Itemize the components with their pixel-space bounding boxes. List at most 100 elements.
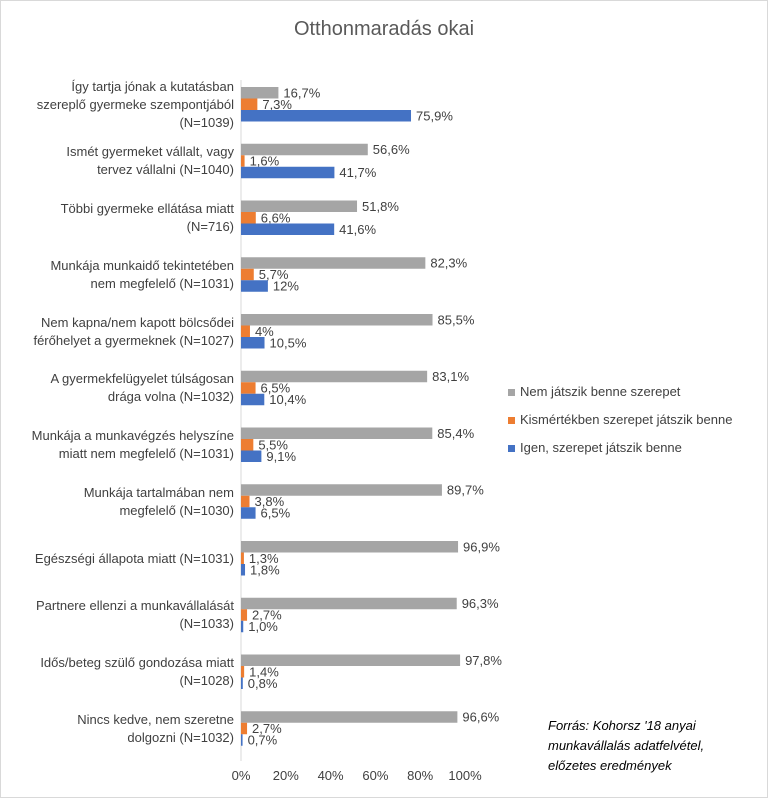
category-label-line: nem megfelelő (N=1031)	[90, 275, 234, 291]
data-label: 41,7%	[339, 165, 376, 180]
data-label: 83,1%	[432, 369, 469, 384]
bar	[241, 166, 335, 179]
bar	[241, 439, 254, 451]
bar	[241, 564, 246, 576]
data-label: 6,5%	[261, 506, 291, 521]
data-label: 1,4%	[249, 664, 279, 679]
bar	[241, 711, 458, 723]
category-label-line: Ismét gyermeket vállalt, vagy	[66, 144, 234, 160]
data-label: 0,7%	[248, 733, 278, 748]
data-label: 96,3%	[462, 596, 499, 611]
bar	[241, 325, 250, 337]
data-label: 56,6%	[373, 142, 410, 157]
category-label-line: szereplő gyermeke szempontjából	[36, 96, 234, 112]
category-label-line: Többi gyermeke ellátása miatt	[60, 201, 234, 216]
bar	[241, 666, 245, 678]
data-label: 85,5%	[438, 312, 475, 327]
data-label: 2,7%	[252, 721, 282, 736]
category-label: Így tartja jónak a kutatásban szereplő gy…	[8, 78, 234, 132]
category-label-line: Munkája a munkavégzés helyszíne	[31, 428, 234, 443]
source-line: Forrás: Kohorsz '18 anyai	[548, 718, 696, 733]
bar	[241, 495, 250, 508]
bar	[241, 280, 268, 292]
data-label: 7,3%	[262, 97, 292, 112]
category-label: Egészségi állapota miatt (N=1031)	[8, 550, 234, 568]
bar	[241, 393, 265, 406]
bar	[241, 427, 433, 439]
bar	[241, 223, 335, 235]
x-tick-label: 40%	[318, 768, 344, 783]
data-label: 6,5%	[261, 381, 291, 396]
data-label: 41,6%	[339, 222, 376, 237]
bar	[241, 382, 256, 394]
category-label-line: tervez vállalni (N=1040)	[97, 162, 234, 178]
data-label: 96,6%	[462, 710, 499, 725]
bar	[241, 541, 459, 553]
legend-label: Igen, szerepet játszik benne	[520, 440, 682, 455]
category-label-line: Így tartja jónak a kutatásban	[71, 78, 234, 94]
category-label: Munkája munkaidő tekintetében nem megfele…	[8, 257, 234, 293]
data-label: 75,9%	[416, 108, 453, 123]
data-label: 6,6%	[261, 210, 291, 225]
category-label-line: Idős/beteg szülő gondozása miatt	[40, 655, 234, 670]
bar	[241, 212, 256, 224]
data-label: 1,8%	[250, 562, 280, 577]
data-label: 89,7%	[447, 483, 484, 498]
category-label-line: (N=1039)	[179, 114, 234, 130]
bar	[241, 654, 461, 666]
category-label-line: Nincs kedve, nem szeretne	[77, 711, 234, 727]
x-tick-label: 20%	[273, 768, 299, 783]
category-label-line: (N=1028)	[179, 673, 234, 688]
legend-label: Nem játszik benne szerepet	[520, 384, 681, 399]
category-label-line: (N=1033)	[179, 616, 234, 632]
bar	[241, 552, 244, 564]
source-line: munkavállalás adatfelvétel,	[548, 738, 705, 753]
bar	[241, 370, 428, 383]
category-label-line: Egészségi állapota miatt (N=1031)	[34, 550, 234, 566]
bar	[241, 110, 412, 122]
bar	[241, 200, 358, 212]
data-label: 2,7%	[252, 608, 282, 623]
bar	[241, 450, 262, 462]
category-label: Munkája a munkavégzés helyszíne miatt nem…	[8, 427, 234, 463]
bar	[241, 507, 256, 519]
data-label: 9,1%	[266, 449, 296, 464]
data-label: 3,8%	[255, 494, 285, 509]
category-label-line: (N=716)	[186, 219, 234, 234]
data-label: 16,7%	[283, 85, 320, 100]
category-label-line: miatt nem megfelelő (N=1031)	[58, 446, 234, 461]
category-label-line: drága volna (N=1032)	[107, 389, 234, 405]
category-label: Ismét gyermeket vállalt, vagy tervez váll…	[8, 143, 234, 179]
data-label: 10,4%	[269, 392, 306, 407]
data-label: 96,9%	[463, 539, 500, 554]
category-label-line: A gyermekfelügyelet túlságosan	[50, 371, 234, 387]
x-tick-label: 0%	[232, 768, 251, 783]
bar	[241, 87, 279, 99]
bar	[241, 257, 426, 269]
bar	[241, 143, 368, 156]
bar	[241, 98, 258, 110]
category-label-line: megfelelő (N=1030)	[119, 502, 234, 518]
data-label: 82,3%	[430, 256, 467, 271]
bar	[241, 155, 245, 167]
legend-swatch	[508, 417, 515, 424]
category-label: Nincs kedve, nem szeretne dolgozni (N=103…	[8, 711, 234, 747]
data-label: 1,0%	[248, 619, 278, 634]
data-label: 12%	[273, 279, 299, 294]
x-tick-label: 100%	[448, 768, 482, 783]
data-label: 0,8%	[248, 676, 278, 691]
bar	[241, 484, 442, 496]
source-line: előzetes eredmények	[548, 758, 672, 773]
data-label: 4%	[255, 324, 274, 339]
data-label: 10,5%	[270, 335, 307, 350]
data-label: 1,3%	[249, 551, 279, 566]
category-label: Idős/beteg szülő gondozása miatt (N=1028)	[8, 654, 234, 690]
bar	[241, 620, 244, 633]
category-label: Nem kapna/nem kapott bölcsődei férőhelyet…	[8, 314, 234, 350]
chart-title: Otthonmaradás okai	[293, 18, 475, 40]
bar	[241, 337, 265, 349]
x-tick-label: 80%	[407, 768, 433, 783]
data-label: 51,8%	[362, 199, 399, 214]
bar	[241, 722, 248, 735]
